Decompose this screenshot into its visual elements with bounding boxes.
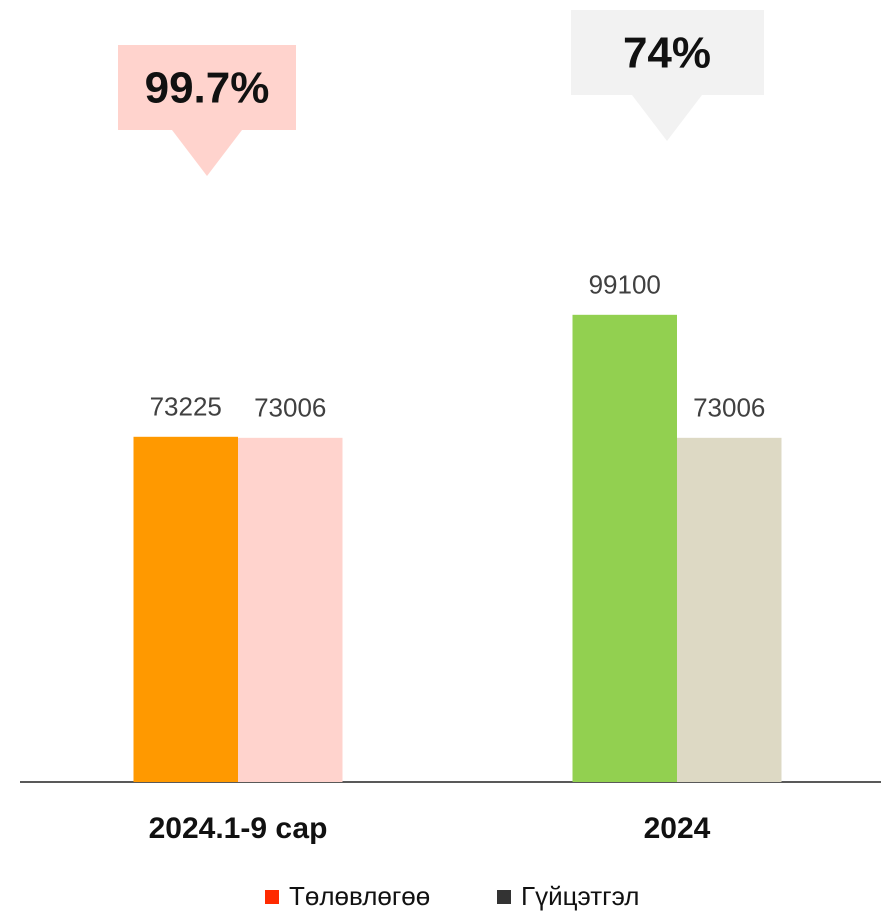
data-label: 99100: [589, 270, 661, 300]
legend-swatch: [497, 890, 511, 904]
legend-label: Төлөвлөгөө: [289, 881, 430, 911]
bar: [677, 437, 782, 782]
data-label: 73006: [693, 393, 765, 423]
data-label: 73006: [254, 393, 326, 423]
bar: [238, 437, 343, 782]
callout-arrow: [632, 95, 702, 141]
data-label: 73225: [150, 392, 222, 422]
annotation: 74%: [623, 29, 711, 78]
bar: [572, 314, 677, 782]
legend-label: Гүйцэтгэл: [521, 881, 639, 911]
callout-arrow: [172, 130, 242, 176]
x-tick-label: 2024: [644, 812, 711, 845]
legend-swatch: [265, 890, 279, 904]
x-tick-label: 2024.1-9 сар: [149, 812, 328, 845]
bar: [133, 436, 238, 782]
callout-box: [118, 45, 296, 130]
annotation: 99.7%: [145, 64, 270, 113]
callout-box: [571, 10, 764, 95]
